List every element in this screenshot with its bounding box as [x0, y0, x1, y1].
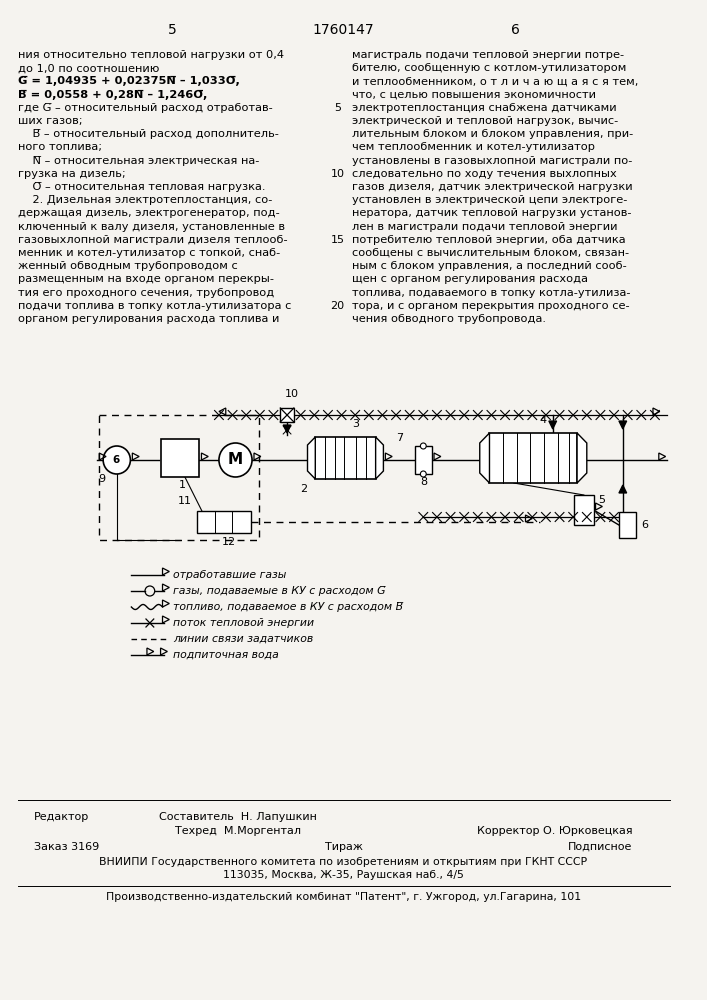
Text: органом регулирования расхода топлива и: органом регулирования расхода топлива и	[18, 314, 279, 324]
Text: 10: 10	[331, 169, 345, 179]
Text: линии связи задатчиков: линии связи задатчиков	[173, 634, 313, 644]
Text: B̅ = 0,0558 + 0,28N̅ – 1,246O̅,: B̅ = 0,0558 + 0,28N̅ – 1,246O̅,	[18, 90, 207, 100]
Text: 2: 2	[300, 484, 307, 494]
Text: женный обводным трубопроводом с: женный обводным трубопроводом с	[18, 261, 238, 271]
Text: 6: 6	[511, 23, 520, 37]
Text: ным с блоком управления, а последний сооб-: ным с блоком управления, а последний соо…	[352, 261, 627, 271]
Text: Заказ 3169: Заказ 3169	[34, 842, 99, 852]
Polygon shape	[284, 425, 291, 433]
Text: чения обводного трубопровода.: чения обводного трубопровода.	[352, 314, 547, 324]
Polygon shape	[308, 437, 315, 479]
Text: ния относительно тепловой нагрузки от 0,4: ния относительно тепловой нагрузки от 0,…	[18, 50, 284, 60]
Bar	[414, 446, 432, 474]
Bar	[574, 495, 594, 525]
Text: 8: 8	[421, 477, 428, 487]
Polygon shape	[375, 437, 383, 479]
Text: сообщены с вычислительным блоком, связан-: сообщены с вычислительным блоком, связан…	[352, 248, 629, 258]
Text: Подписное: Подписное	[568, 842, 633, 852]
Circle shape	[103, 446, 130, 474]
Text: нератора, датчик тепловой нагрузки установ-: нератора, датчик тепловой нагрузки устан…	[352, 208, 632, 218]
Polygon shape	[549, 421, 556, 429]
Text: чем теплообменник и котел-утилизатор: чем теплообменник и котел-утилизатор	[352, 142, 595, 152]
Bar	[619, 512, 636, 538]
Text: N̅ – относительная электрическая на-: N̅ – относительная электрическая на-	[18, 156, 259, 166]
Bar	[160, 439, 199, 477]
Text: 113035, Москва, Ж-35, Раушская наб., 4/5: 113035, Москва, Ж-35, Раушская наб., 4/5	[223, 870, 464, 880]
Text: установлен в электрической цепи электроге-: установлен в электрической цепи электрог…	[352, 195, 628, 205]
Text: ного топлива;: ного топлива;	[18, 142, 102, 152]
Text: бителю, сообщенную с котлом-утилизатором: бителю, сообщенную с котлом-утилизатором	[352, 63, 626, 73]
Text: 4: 4	[539, 415, 547, 425]
Circle shape	[219, 443, 252, 477]
Text: установлены в газовыхлопной магистрали по-: установлены в газовыхлопной магистрали п…	[352, 156, 633, 166]
Circle shape	[421, 443, 426, 449]
Text: 6: 6	[112, 455, 119, 465]
Text: 1: 1	[178, 480, 185, 490]
Text: 11: 11	[178, 496, 192, 506]
Text: газов дизеля, датчик электрической нагрузки: газов дизеля, датчик электрической нагру…	[352, 182, 633, 192]
Bar	[197, 511, 250, 533]
Text: и теплообменником, о т л и ч а ю щ а я с я тем,: и теплообменником, о т л и ч а ю щ а я с…	[352, 76, 638, 86]
Polygon shape	[619, 485, 626, 493]
Text: размещенным на входе органом перекры-: размещенным на входе органом перекры-	[18, 274, 274, 284]
Text: топлива, подаваемого в топку котла-утилиза-: топлива, подаваемого в топку котла-утили…	[352, 288, 631, 298]
Bar	[489, 433, 577, 483]
Text: O̅ – относительная тепловая нагрузка.: O̅ – относительная тепловая нагрузка.	[18, 182, 265, 192]
Text: поток тепловой энергии: поток тепловой энергии	[173, 618, 315, 628]
Text: электрической и тепловой нагрузок, вычис-: электрической и тепловой нагрузок, вычис…	[352, 116, 619, 126]
Text: следовательно по ходу течения выхлопных: следовательно по ходу течения выхлопных	[352, 169, 617, 179]
Text: лительным блоком и блоком управления, при-: лительным блоком и блоком управления, пр…	[352, 129, 633, 139]
Bar	[280, 408, 294, 422]
Text: Редактор: Редактор	[34, 812, 89, 822]
Text: 12: 12	[221, 537, 235, 547]
Text: Техред  М.Моргентал: Техред М.Моргентал	[175, 826, 301, 836]
Bar	[315, 437, 375, 479]
Polygon shape	[480, 433, 489, 483]
Text: где G̅ – относительный расход отработав-: где G̅ – относительный расход отработав-	[18, 103, 272, 113]
Text: ВНИИПИ Государственного комитета по изобретениям и открытиям при ГКНТ СССР: ВНИИПИ Государственного комитета по изоб…	[100, 857, 588, 867]
Text: что, с целью повышения экономичности: что, с целью повышения экономичности	[352, 90, 596, 100]
Text: подачи топлива в топку котла-утилизатора с: подачи топлива в топку котла-утилизатора…	[18, 301, 291, 311]
Text: магистраль подачи тепловой энергии потре-: магистраль подачи тепловой энергии потре…	[352, 50, 624, 60]
Text: 5: 5	[168, 23, 177, 37]
Text: Производственно-издательский комбинат "Патент", г. Ужгород, ул.Гагарина, 101: Производственно-издательский комбинат "П…	[106, 892, 581, 902]
Text: лен в магистрали подачи тепловой энергии: лен в магистрали подачи тепловой энергии	[352, 222, 618, 232]
Text: потребителю тепловой энергии, оба датчика: потребителю тепловой энергии, оба датчик…	[352, 235, 626, 245]
Text: ключенный к валу дизеля, установленные в: ключенный к валу дизеля, установленные в	[18, 222, 284, 232]
Text: 5: 5	[598, 495, 605, 505]
Polygon shape	[619, 421, 626, 429]
Text: Корректор О. Юрковецкая: Корректор О. Юрковецкая	[477, 826, 633, 836]
Text: 1760147: 1760147	[312, 23, 374, 37]
Text: 6: 6	[641, 520, 648, 530]
Text: Составитель  Н. Лапушкин: Составитель Н. Лапушкин	[160, 812, 317, 822]
Text: газовыхлопной магистрали дизеля теплооб-: газовыхлопной магистрали дизеля теплооб-	[18, 235, 287, 245]
Text: 3: 3	[351, 419, 358, 429]
Text: 20: 20	[331, 301, 345, 311]
Text: подпиточная вода: подпиточная вода	[173, 650, 279, 660]
Text: 9: 9	[98, 474, 106, 484]
Text: до 1,0 по соотношению: до 1,0 по соотношению	[18, 63, 159, 73]
Polygon shape	[577, 433, 587, 483]
Text: газы, подаваемые в КУ с расходом G̅: газы, подаваемые в КУ с расходом G̅	[173, 586, 386, 596]
Text: тия его проходного сечения, трубопровод: тия его проходного сечения, трубопровод	[18, 288, 274, 298]
Text: G̅ = 1,04935 + 0,02375N̅ – 1,033O̅,: G̅ = 1,04935 + 0,02375N̅ – 1,033O̅,	[18, 76, 240, 86]
Text: электротеплостанция снабжена датчиками: электротеплостанция снабжена датчиками	[352, 103, 617, 113]
Text: отработавшие газы: отработавшие газы	[173, 570, 286, 580]
Circle shape	[421, 471, 426, 477]
Text: Тираж: Тираж	[325, 842, 363, 852]
Text: 7: 7	[397, 433, 404, 443]
Text: 15: 15	[331, 235, 345, 245]
Text: менник и котел-утилизатор с топкой, снаб-: менник и котел-утилизатор с топкой, снаб…	[18, 248, 280, 258]
Text: грузка на дизель;: грузка на дизель;	[18, 169, 125, 179]
Text: 2. Дизельная электротеплостанция, со-: 2. Дизельная электротеплостанция, со-	[18, 195, 272, 205]
Text: 5: 5	[334, 103, 341, 113]
Text: 10: 10	[285, 389, 299, 399]
Text: M: M	[228, 452, 243, 468]
Text: тора, и с органом перекрытия проходного се-: тора, и с органом перекрытия проходного …	[352, 301, 630, 311]
Text: щен с органом регулирования расхода: щен с органом регулирования расхода	[352, 274, 588, 284]
Text: держащая дизель, электрогенератор, под-: держащая дизель, электрогенератор, под-	[18, 208, 279, 218]
Text: B̅ – относительный расход дополнитель-: B̅ – относительный расход дополнитель-	[18, 129, 279, 139]
Text: ших газов;: ших газов;	[18, 116, 82, 126]
Text: топливо, подаваемое в КУ с расходом B̅: топливо, подаваемое в КУ с расходом B̅	[173, 602, 403, 612]
